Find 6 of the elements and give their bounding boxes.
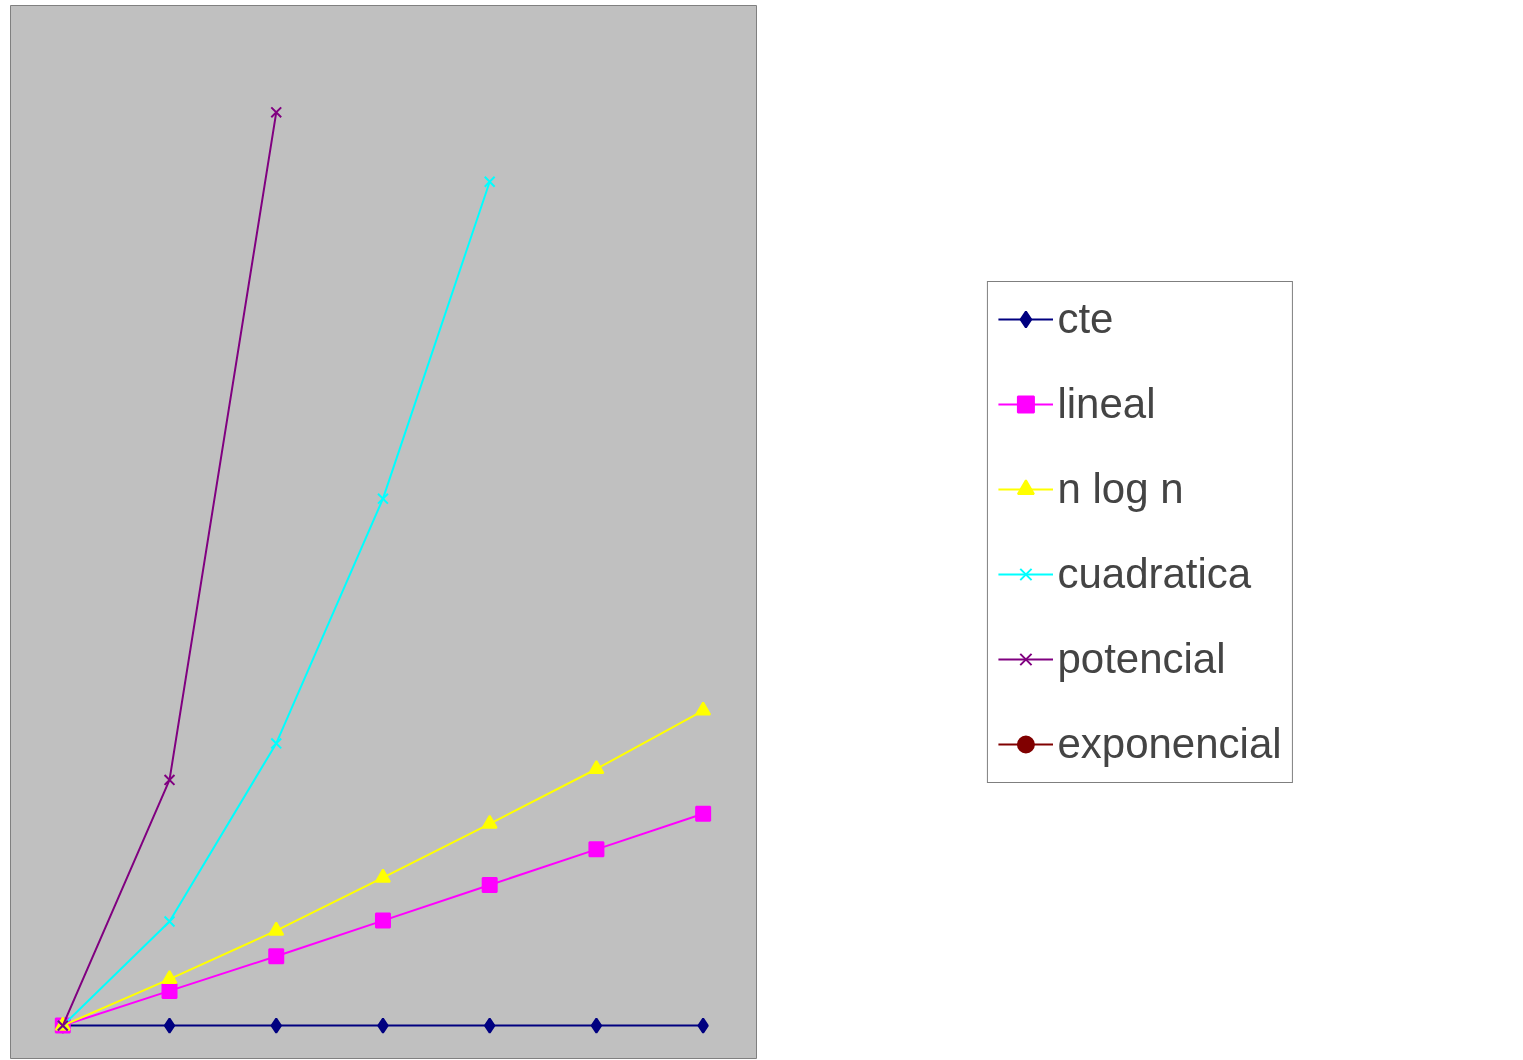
- legend-label: exponencial: [1057, 719, 1282, 769]
- legend-label: cte: [1057, 294, 1114, 344]
- legend-label: cuadratica: [1057, 549, 1252, 599]
- legend-label: lineal: [1057, 379, 1156, 429]
- legend-label: potencial: [1057, 634, 1226, 684]
- legend-label: n log n: [1057, 464, 1184, 514]
